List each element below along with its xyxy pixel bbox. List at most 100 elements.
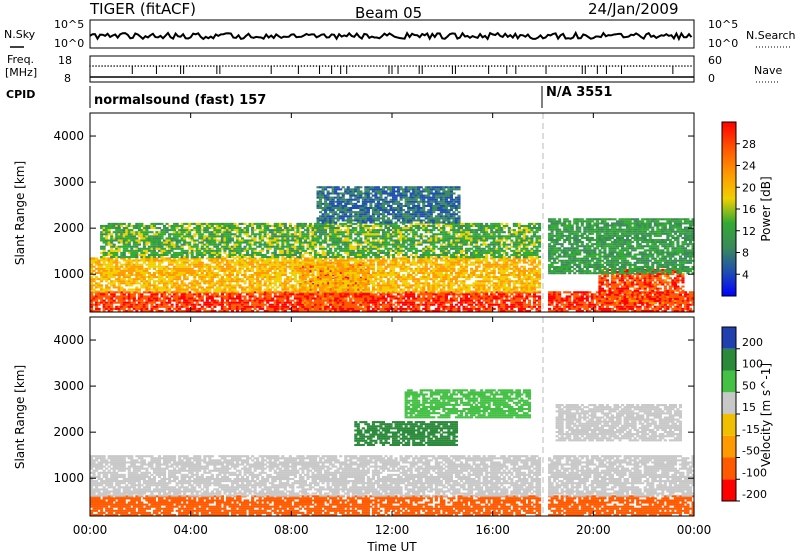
- heatmap-cell: [152, 286, 157, 289]
- heatmap-cell: [165, 307, 169, 310]
- nave-point: [587, 65, 590, 67]
- heatmap-cell: [311, 259, 315, 262]
- heatmap-cell: [276, 307, 280, 310]
- heatmap-cell: [243, 276, 247, 279]
- heatmap-cell: [311, 267, 315, 270]
- heatmap-cell: [178, 305, 182, 308]
- heatmap-cell: [160, 271, 164, 274]
- heatmap-cell: [291, 278, 295, 281]
- heatmap-cell: [261, 261, 265, 264]
- heatmap-cell: [195, 257, 199, 260]
- heatmap-cell: [145, 269, 149, 272]
- heatmap-cell: [102, 295, 106, 298]
- heatmap-cell: [127, 288, 131, 291]
- heatmap-cell: [311, 301, 315, 304]
- heatmap-cell: [127, 301, 131, 304]
- heatmap-cell: [663, 295, 667, 298]
- heatmap-cell: [102, 299, 106, 302]
- heatmap-cell: [500, 295, 504, 298]
- heatmap-cell: [409, 309, 413, 312]
- heatmap-cell: [527, 295, 532, 298]
- heatmap-cell: [636, 295, 640, 298]
- heatmap-cell: [628, 297, 632, 301]
- heatmap-cell: [339, 297, 343, 300]
- heatmap-cell: [570, 301, 574, 304]
- heatmap-cell: [160, 261, 164, 264]
- nave-point: [599, 65, 602, 67]
- heatmap-cell: [626, 285, 630, 288]
- heatmap-cell: [615, 283, 620, 286]
- heatmap-cell: [188, 299, 192, 302]
- nave-point: [176, 65, 179, 67]
- heatmap-cell: [218, 273, 222, 277]
- heatmap-cell: [298, 290, 302, 293]
- heatmap-cell: [412, 269, 416, 272]
- heatmap-cell: [384, 303, 388, 306]
- heatmap-cell: [341, 301, 345, 304]
- heatmap-cell: [593, 295, 597, 298]
- heatmap-cell: [492, 295, 496, 298]
- heatmap-cell: [200, 273, 204, 277]
- heatmap-cell: [281, 273, 285, 277]
- heatmap-cell: [281, 297, 285, 300]
- heatmap-cell: [565, 305, 569, 308]
- heatmap-cell: [349, 301, 353, 304]
- heatmap-cell: [402, 295, 406, 298]
- heatmap-cell: [439, 303, 443, 306]
- heatmap-cell: [392, 267, 396, 270]
- heatmap-cell: [598, 285, 602, 288]
- heatmap-cell: [437, 271, 441, 274]
- heatmap-cell: [686, 299, 690, 302]
- heatmap-cell: [261, 278, 265, 281]
- heatmap-cell: [432, 276, 436, 279]
- heatmap-cell: [273, 263, 277, 266]
- heatmap-cell: [361, 303, 365, 306]
- heatmap-cell: [580, 293, 584, 296]
- heatmap-cell: [198, 278, 202, 281]
- heatmap-cell: [475, 297, 479, 300]
- heatmap-cell: [590, 305, 594, 308]
- heatmap-cell: [162, 301, 167, 304]
- heatmap-cell: [324, 282, 328, 285]
- heatmap-cell: [618, 295, 622, 298]
- heatmap-cell: [565, 295, 569, 298]
- heatmap-cell: [165, 269, 169, 272]
- heatmap-cell: [424, 299, 428, 302]
- heatmap-cell: [180, 286, 184, 289]
- nave-point: [191, 65, 194, 67]
- heatmap-cell: [605, 297, 610, 301]
- heatmap-cell: [248, 261, 252, 264]
- heatmap-cell: [344, 295, 348, 298]
- heatmap-cell: [686, 295, 690, 298]
- heatmap-cell: [442, 282, 446, 285]
- heatmap-cell: [261, 267, 265, 270]
- heatmap-cell: [515, 299, 519, 302]
- heatmap-cell: [621, 281, 625, 284]
- heatmap-cell: [160, 301, 164, 304]
- heatmap-cell: [505, 295, 509, 298]
- heatmap-cell: [633, 305, 637, 308]
- heatmap-cell: [334, 303, 338, 306]
- heatmap-cell: [112, 282, 116, 285]
- heatmap-cell: [303, 286, 308, 289]
- heatmap-cell: [648, 275, 652, 278]
- heatmap-cell: [407, 290, 411, 293]
- heatmap-cell: [180, 293, 184, 296]
- heatmap-cell: [105, 259, 109, 262]
- heatmap-cell: [165, 303, 169, 306]
- heatmap-cell: [444, 269, 448, 272]
- heatmap-cell: [319, 295, 323, 298]
- heatmap-cell: [303, 305, 308, 308]
- heatmap-cell: [266, 299, 270, 302]
- heatmap-cell: [251, 265, 255, 268]
- heatmap-cell: [359, 257, 363, 260]
- heatmap-cell: [371, 297, 375, 300]
- heatmap-cell: [208, 269, 212, 272]
- heatmap-cell: [321, 270, 325, 273]
- heatmap-cell: [152, 305, 157, 308]
- heatmap-cell: [145, 286, 149, 289]
- heatmap-cell: [452, 305, 456, 308]
- heatmap-cell: [306, 295, 310, 298]
- heatmap-cell: [225, 280, 230, 283]
- heatmap-cell: [548, 301, 552, 304]
